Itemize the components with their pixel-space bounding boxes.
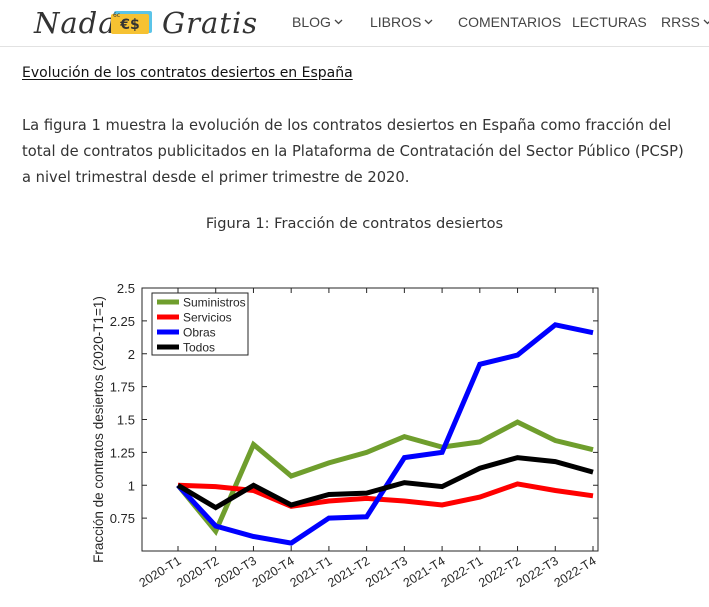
logo-badge-small-text: 6c xyxy=(113,12,120,19)
x-tick-label: 2022-T1 xyxy=(439,554,486,591)
logo-badge-text: €$ xyxy=(119,17,139,33)
chevron-down-icon xyxy=(424,19,433,25)
y-tick-label: 0.75 xyxy=(110,511,135,526)
chevron-down-icon xyxy=(334,19,343,25)
nav-item-label: COMENTARIOS xyxy=(458,14,562,30)
site-logo[interactable]: Nada €$ 6c Gratis xyxy=(34,4,264,44)
nav-item-rrss[interactable]: RRSS xyxy=(661,14,709,30)
x-tick-label: 2021-T3 xyxy=(363,554,410,591)
series-line-suministros xyxy=(176,419,594,537)
x-tick-label: 2020-T2 xyxy=(174,554,221,591)
x-tick-label: 2020-T3 xyxy=(212,554,259,591)
y-tick-label: 2.25 xyxy=(110,314,135,329)
y-axis-label: Fracción de contratos desiertos (2020-T1… xyxy=(91,296,106,563)
nav-item-libros[interactable]: LIBROS xyxy=(370,14,433,30)
legend-label-servicios: Servicios xyxy=(183,311,232,325)
nav-item-label: RRSS xyxy=(661,14,700,30)
x-tick-label: 2021-T4 xyxy=(401,554,448,591)
x-tick-label: 2022-T3 xyxy=(514,554,561,591)
legend-label-obras: Obras xyxy=(183,326,216,340)
y-tick-label: 2 xyxy=(128,347,135,362)
x-tick-label: 2022-T4 xyxy=(552,554,599,591)
section-title: Evolución de los contratos desiertos en … xyxy=(22,65,353,81)
nav-item-comentarios[interactable]: COMENTARIOS xyxy=(458,14,561,30)
y-tick-label: 1.75 xyxy=(110,380,135,395)
money-badge-icon: €$ 6c xyxy=(111,11,152,34)
logo-text-nada: Nada xyxy=(34,6,117,40)
nav-item-lecturas[interactable]: LECTURAS xyxy=(572,14,647,30)
y-tick-label: 2.5 xyxy=(117,281,135,296)
x-tick-label: 2021-T1 xyxy=(288,554,335,591)
nav-item-label: LIBROS xyxy=(370,14,422,30)
figure-1-line-chart: 0.7511.251.51.7522.252.52020-T12020-T220… xyxy=(91,281,599,591)
nav-item-blog[interactable]: BLOG xyxy=(292,14,343,30)
article-paragraph: La figura 1 muestra la evolución de los … xyxy=(22,117,684,186)
nav-item-label: LECTURAS xyxy=(572,14,647,30)
y-tick-label: 1.25 xyxy=(110,445,135,460)
x-tick-label: 2022-T2 xyxy=(476,554,523,591)
chevron-down-icon xyxy=(703,19,709,25)
x-tick-label: 2020-T4 xyxy=(250,554,297,591)
legend-label-suministros: Suministros xyxy=(183,296,246,310)
y-tick-label: 1 xyxy=(128,478,135,493)
y-tick-label: 1.5 xyxy=(117,413,135,428)
figure-caption: Figura 1: Fracción de contratos desierto… xyxy=(205,215,504,232)
legend-label-todos: Todos xyxy=(183,341,215,355)
series-line-todos xyxy=(176,455,594,511)
x-tick-label: 2020-T1 xyxy=(137,554,184,591)
logo-text-gratis: Gratis xyxy=(162,6,259,40)
x-tick-label: 2021-T2 xyxy=(325,554,372,591)
site-header: Nada €$ 6c Gratis BLOG LIBROS COMENTARIO… xyxy=(0,0,709,47)
nav-item-label: BLOG xyxy=(292,14,331,30)
